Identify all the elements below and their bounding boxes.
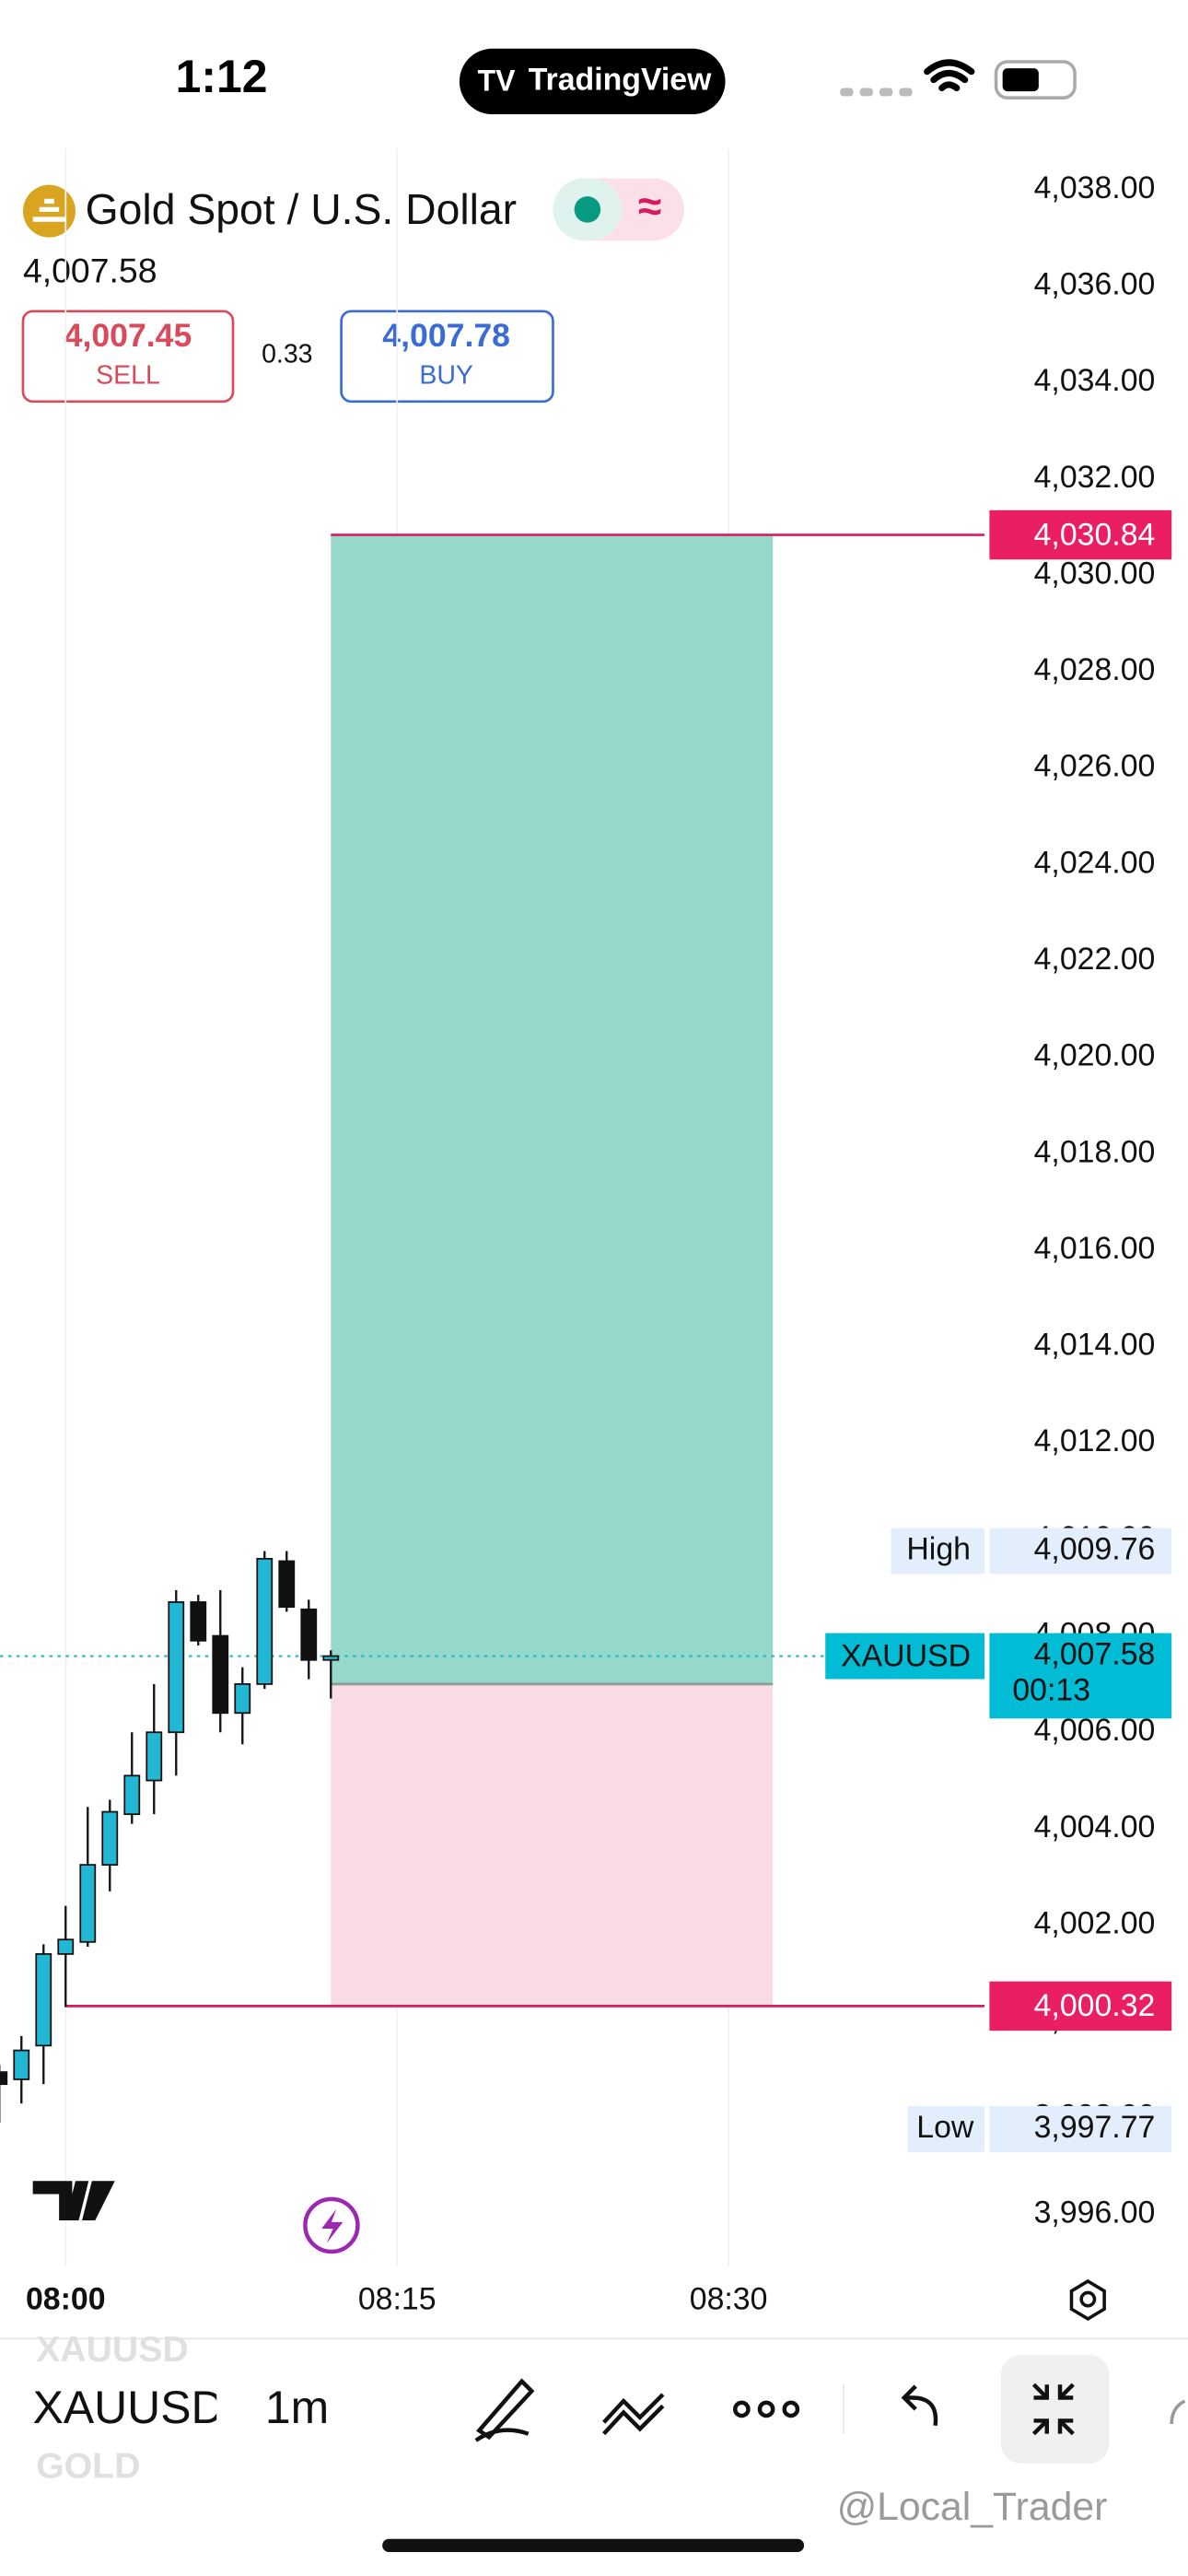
y-tick-label: 4,032.00 — [1034, 460, 1156, 495]
low-tag: Low — [916, 2110, 974, 2145]
loss-zone — [331, 1683, 774, 2007]
stop-label: 4,000.32 — [1034, 1988, 1156, 2023]
candle-body — [101, 1810, 119, 1866]
y-tick-label: 4,018.00 — [1034, 1134, 1156, 1169]
high-tag: High — [906, 1531, 971, 1566]
symbol-tag: XAUUSD — [841, 1638, 971, 1673]
y-tick-label: 4,012.00 — [1034, 1423, 1156, 1458]
symbol-tag-box — [825, 1633, 985, 1680]
low-value-box — [989, 2105, 1172, 2152]
last-value: 4,007.58 — [1034, 1636, 1156, 1671]
candle-body — [322, 1655, 340, 1661]
more-button[interactable] — [733, 2400, 800, 2418]
lightning-button[interactable] — [303, 2196, 360, 2254]
y-tick-label: 4,038.00 — [1034, 170, 1156, 205]
fullscreen-button[interactable] — [1000, 2355, 1110, 2464]
status-time: 1:12 — [176, 51, 268, 102]
x-tick-label: 08:15 — [358, 2281, 437, 2316]
candle-body — [13, 2049, 30, 2080]
high-value-box — [989, 1528, 1172, 1575]
stop-label-box — [989, 1981, 1172, 2032]
candle-body — [146, 1731, 163, 1782]
candle-body — [123, 1774, 141, 1816]
trend-tool[interactable] — [602, 2393, 665, 2436]
y-tick-label: 4,030.00 — [1034, 556, 1156, 591]
last-value-box — [989, 1633, 1172, 1719]
symbol-icon-bars — [32, 198, 66, 222]
ghost-name: GOLD — [36, 2446, 140, 2486]
candle-body — [35, 1952, 52, 2047]
candle-body — [278, 1560, 296, 1609]
y-tick-label: 3,996.00 — [1034, 2195, 1156, 2230]
y-tick-label: 4,020.00 — [1034, 1038, 1156, 1073]
candle-body — [300, 1608, 318, 1661]
y-tick-label: 4,028.00 — [1034, 652, 1156, 687]
target-label: 4,030.84 — [1034, 517, 1156, 552]
low-value: 3,997.77 — [1034, 2110, 1156, 2145]
profit-zone — [331, 534, 774, 1684]
app-pill — [459, 48, 726, 115]
battery-level — [1002, 68, 1039, 92]
settings-button[interactable] — [1069, 2278, 1106, 2322]
draw-tool[interactable] — [474, 2378, 535, 2442]
app-name: TradingView — [529, 62, 712, 97]
ghost-symbol: XAUUSD — [36, 2330, 188, 2370]
high-tag-box — [891, 1528, 985, 1575]
x-tick-label: 08:30 — [690, 2281, 768, 2316]
target-label-box — [989, 509, 1172, 560]
y-tick-label: 4,014.00 — [1034, 1328, 1156, 1363]
x-tick-label: 08:00 — [26, 2281, 106, 2316]
y-tick-label: 4,006.00 — [1034, 1713, 1156, 1748]
pill-icon: ≈ — [638, 182, 661, 230]
toolbar-symbol[interactable]: XAUUSD — [33, 2382, 225, 2433]
y-tick-label: 4,034.00 — [1034, 363, 1156, 398]
high-value: 4,009.76 — [1034, 1531, 1156, 1566]
fullscreen-icon — [1031, 2383, 1075, 2436]
y-tick-label: 4,036.00 — [1034, 267, 1156, 302]
more-edge — [1170, 2399, 1186, 2425]
symbol-fade — [216, 2364, 240, 2457]
y-tick-label: 4,022.00 — [1034, 942, 1156, 977]
settings-icon-center — [1079, 2290, 1097, 2308]
y-tick-label: 4,024.00 — [1034, 845, 1156, 880]
y-tick-label: 4,004.00 — [1034, 1809, 1156, 1844]
candle-body — [234, 1682, 251, 1715]
candle-body — [79, 1864, 97, 1943]
candle-body — [57, 1938, 75, 1955]
y-tick-label: 4,026.00 — [1034, 749, 1156, 784]
wifi-icon — [924, 59, 975, 92]
sell-label: SELL — [96, 361, 160, 391]
buy-price: 4,007.78 — [382, 317, 510, 354]
header-price: 4,007.58 — [23, 252, 157, 290]
app-logo: TV — [477, 64, 516, 98]
tv-logo — [32, 2181, 115, 2221]
sell-button[interactable] — [21, 310, 235, 404]
battery — [994, 60, 1077, 100]
buy-label: BUY — [419, 361, 473, 391]
watermark: @Local_Trader — [837, 2485, 1108, 2529]
spread: 0.33 — [262, 339, 312, 369]
y-tick-label: 4,002.00 — [1034, 1905, 1156, 1940]
lightning-icon — [321, 2208, 344, 2243]
market-open-dot — [574, 196, 601, 223]
low-tag-box — [907, 2105, 985, 2152]
buy-button[interactable] — [340, 310, 554, 404]
candle-body — [212, 1634, 229, 1715]
sell-price: 4,007.45 — [64, 317, 192, 354]
countdown: 00:13 — [1012, 1673, 1090, 1708]
candle-body — [190, 1601, 207, 1642]
candle-body — [168, 1601, 185, 1734]
candle-body — [256, 1557, 274, 1685]
chart: 08:0008:1508:303,996.003,998.004,000.004… — [0, 148, 1172, 2316]
y-tick-label: 4,016.00 — [1034, 1231, 1156, 1266]
symbol-title[interactable]: Gold Spot / U.S. Dollar — [86, 185, 517, 233]
interval[interactable]: 1m — [265, 2382, 329, 2433]
undo-button[interactable] — [901, 2384, 938, 2427]
signal — [840, 88, 913, 97]
candle-body — [0, 2071, 8, 2086]
home-indicator — [382, 2538, 805, 2552]
